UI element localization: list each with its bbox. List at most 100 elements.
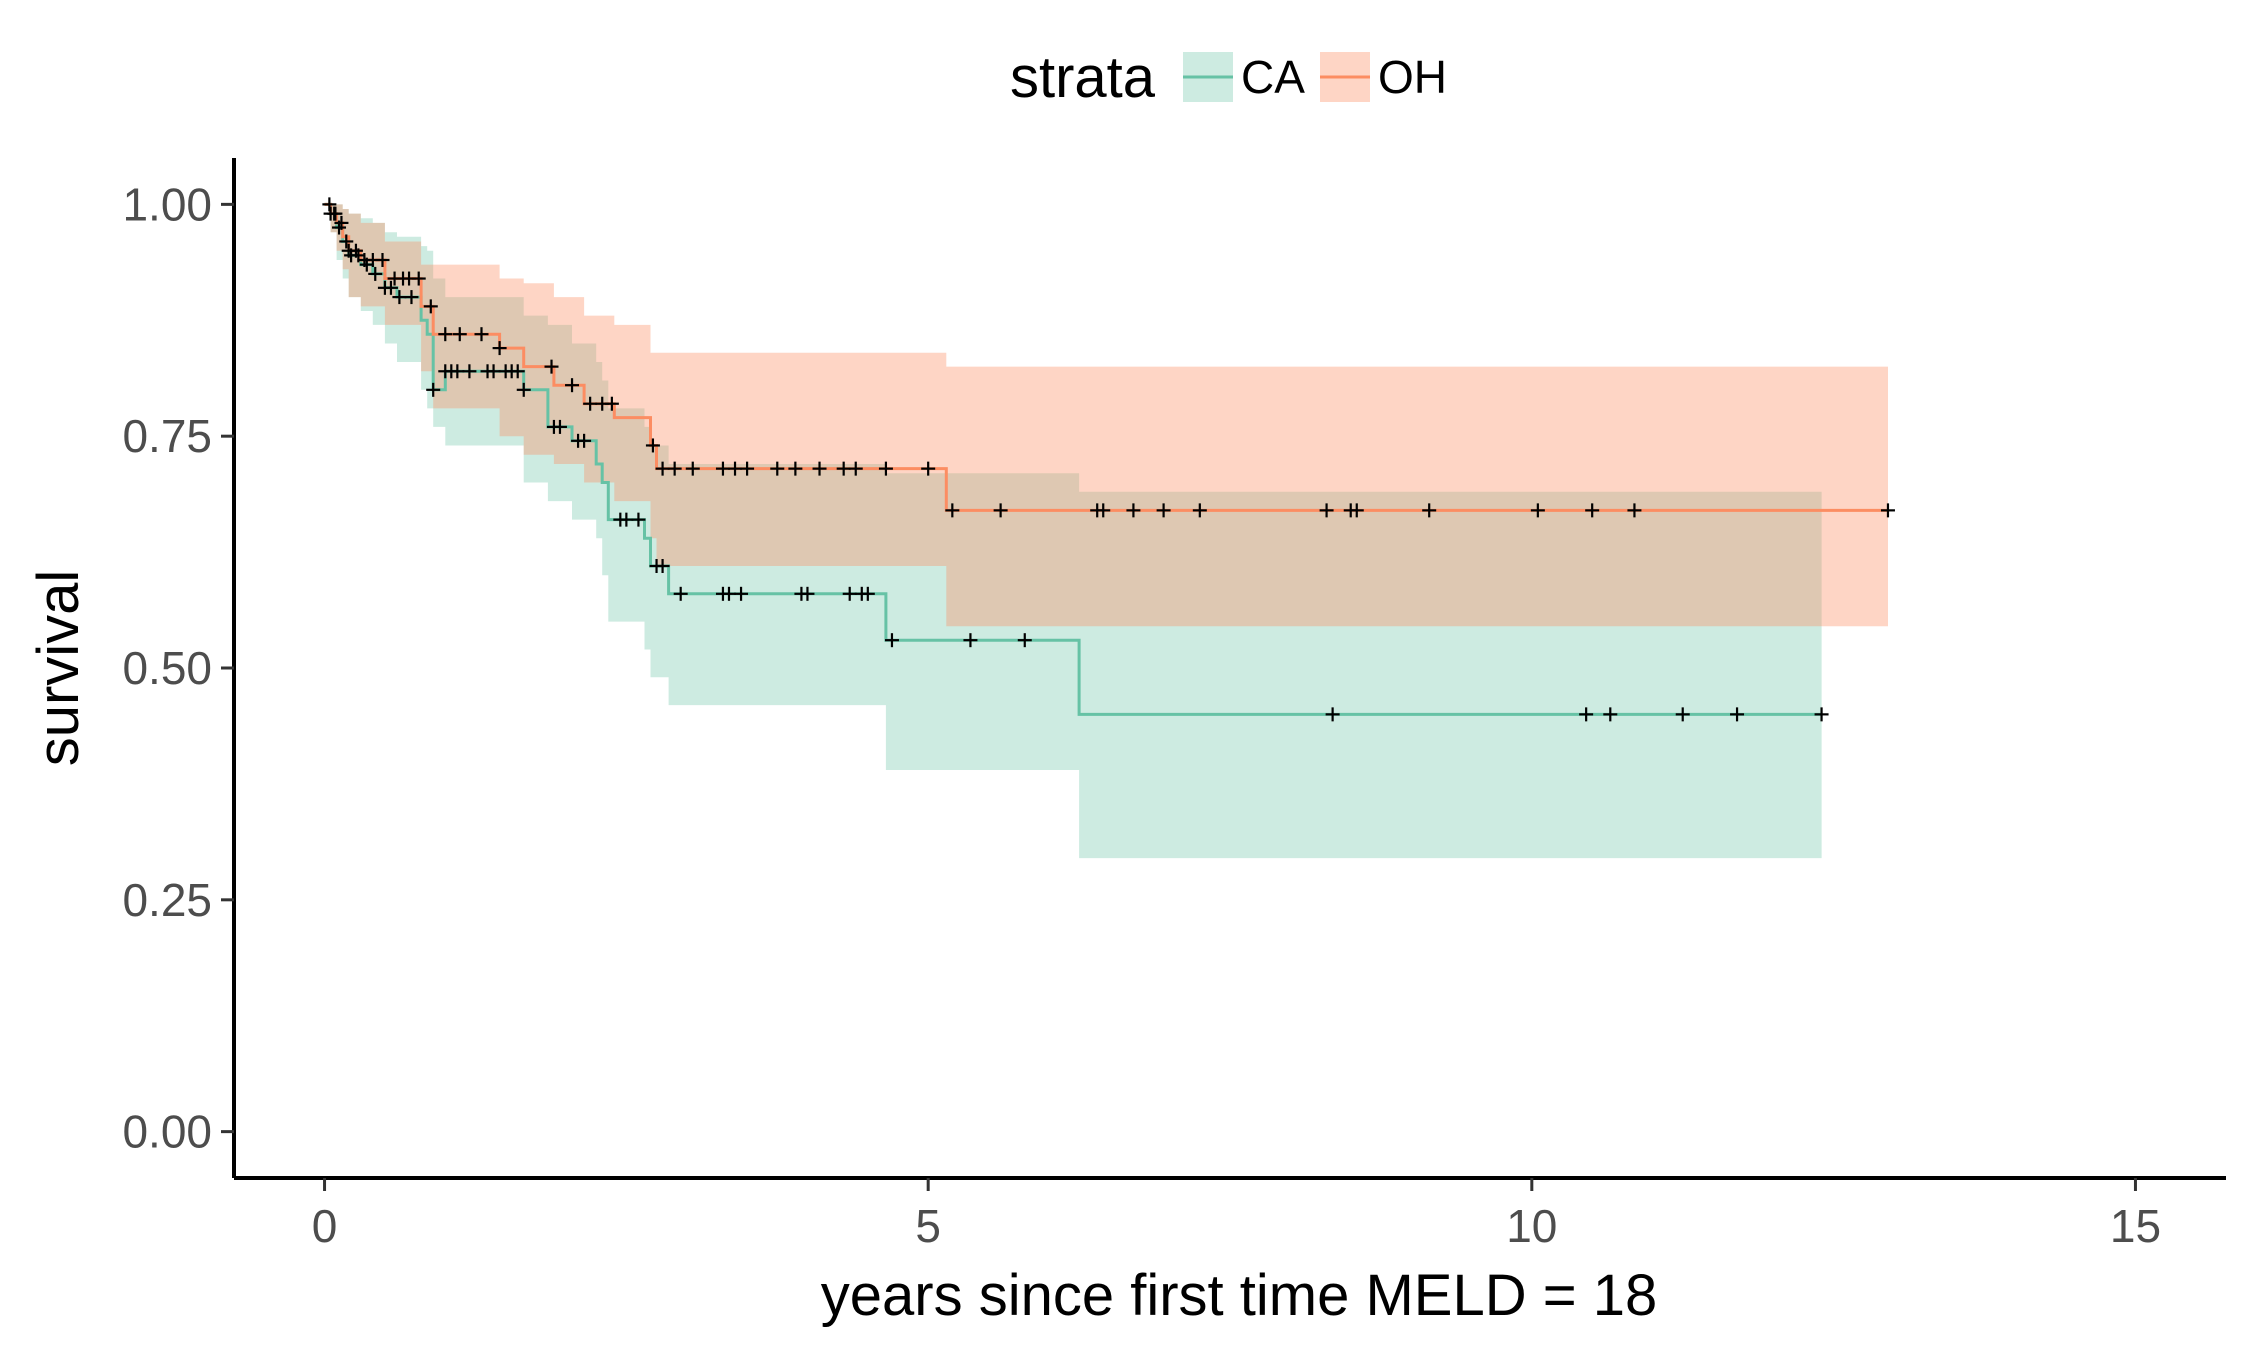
censor-mark-ca: [1814, 707, 1829, 722]
censor-mark-oh: [812, 461, 827, 476]
censor-mark-ca: [1017, 633, 1032, 648]
censor-mark-ca: [392, 290, 407, 305]
censor-mark-ca: [368, 266, 383, 281]
censor-mark-ca: [450, 364, 465, 379]
legend-items: CA OH: [1183, 51, 1447, 103]
censor-mark-oh: [328, 206, 343, 221]
censor-mark-ca: [619, 512, 634, 527]
censor-mark-ca: [860, 586, 875, 601]
confidence-bands: [324, 204, 1888, 859]
censor-mark-oh: [848, 461, 863, 476]
x-tick-label: 15: [2110, 1200, 2161, 1252]
censor-mark-ca: [577, 433, 592, 448]
censor-mark-oh: [452, 327, 467, 342]
legend-label-oh: OH: [1378, 51, 1447, 103]
censor-mark-oh: [1627, 503, 1642, 518]
censor-mark-oh: [1126, 503, 1141, 518]
censor-mark-ca: [673, 586, 688, 601]
censor-mark-oh: [728, 461, 743, 476]
censor-mark-ca: [721, 586, 736, 601]
censor-mark-ca: [963, 633, 978, 648]
censor-mark-ca: [486, 364, 501, 379]
legend-item-ca: CA: [1183, 51, 1305, 103]
censor-mark-oh: [878, 461, 893, 476]
x-tick-label: 5: [915, 1200, 941, 1252]
censor-mark-oh: [1319, 503, 1334, 518]
censor-mark-oh: [1422, 503, 1437, 518]
censor-mark-ca: [383, 280, 398, 295]
censor-mark-oh: [685, 461, 700, 476]
censor-mark-ca: [1325, 707, 1340, 722]
x-tick-label: 0: [312, 1200, 338, 1252]
censor-mark-oh: [474, 327, 489, 342]
censor-mark-ca: [516, 382, 531, 397]
censor-mark-oh: [544, 359, 559, 374]
y-axis-title: survival: [26, 570, 91, 767]
confidence-band-oh: [324, 204, 1888, 627]
censor-mark-ca: [1579, 707, 1594, 722]
censor-mark-oh: [1096, 503, 1111, 518]
censor-mark-oh: [788, 461, 803, 476]
censor-mark-ca: [404, 290, 419, 305]
y-axis: 0.00 0.25 0.50 0.75 1.00: [122, 158, 236, 1178]
censor-mark-ca: [655, 559, 670, 573]
legend-item-oh: OH: [1320, 51, 1447, 103]
confidence-band-ca: [324, 204, 1822, 859]
censor-mark-oh: [348, 243, 363, 258]
censor-mark-oh: [438, 327, 453, 342]
x-axis-title: years since first time MELD = 18: [821, 1263, 1657, 1328]
censor-mark-ca: [800, 586, 815, 601]
censor-mark-oh: [921, 461, 936, 476]
censor-mark-oh: [334, 215, 349, 230]
censor-mark-oh: [715, 461, 730, 476]
censor-mark-ca: [426, 382, 441, 397]
censor-mark-ca: [842, 586, 857, 601]
censor-mark-oh: [423, 299, 438, 314]
censor-mark-ca: [1730, 707, 1745, 722]
censor-mark-ca: [339, 234, 354, 249]
censor-mark-ca: [462, 364, 477, 379]
censor-mark-oh: [1192, 503, 1207, 518]
censor-mark-oh: [565, 378, 580, 393]
censor-mark-oh: [411, 271, 426, 286]
y-tick-label: 0.50: [122, 642, 212, 694]
censor-mark-ca: [552, 419, 567, 434]
censor-mark-oh: [1156, 503, 1171, 518]
censor-mark-oh: [322, 197, 337, 212]
censor-mark-oh: [1530, 503, 1545, 518]
censor-mark-ca: [1603, 707, 1618, 722]
x-axis: 0 5 10 15: [234, 1176, 2226, 1252]
censor-marks: [322, 197, 1895, 722]
x-tick-label: 10: [1506, 1200, 1557, 1252]
censor-mark-ca: [1675, 707, 1690, 722]
censor-mark-oh: [492, 341, 507, 356]
censor-mark-oh: [655, 461, 670, 476]
censor-mark-oh: [740, 461, 755, 476]
censor-mark-oh: [945, 503, 960, 518]
y-tick-label: 0.00: [122, 1106, 212, 1158]
censor-mark-oh: [1349, 503, 1364, 518]
legend: strata CA OH: [1010, 45, 1447, 110]
y-tick-label: 0.25: [122, 874, 212, 926]
y-tick-label: 0.75: [122, 410, 212, 462]
censor-mark-oh: [770, 461, 785, 476]
censor-mark-ca: [510, 364, 525, 379]
y-tick-label: 1.00: [122, 178, 212, 230]
censor-mark-oh: [1880, 503, 1895, 518]
censor-mark-oh: [993, 503, 1008, 518]
censor-mark-ca: [734, 586, 749, 601]
censor-mark-oh: [375, 253, 390, 267]
censor-mark-oh: [645, 438, 660, 453]
censor-mark-oh: [583, 396, 598, 411]
censor-mark-oh: [667, 461, 682, 476]
censor-mark-oh: [836, 461, 851, 476]
censor-mark-ca: [631, 512, 646, 527]
y-ticks: 0.00 0.25 0.50 0.75 1.00: [122, 178, 234, 1158]
censor-mark-oh: [1585, 503, 1600, 518]
legend-title: strata: [1010, 45, 1156, 110]
x-ticks: 0 5 10 15: [312, 1178, 2161, 1252]
censor-mark-ca: [884, 633, 899, 648]
plot-area: [322, 197, 1895, 859]
legend-label-ca: CA: [1241, 51, 1305, 103]
